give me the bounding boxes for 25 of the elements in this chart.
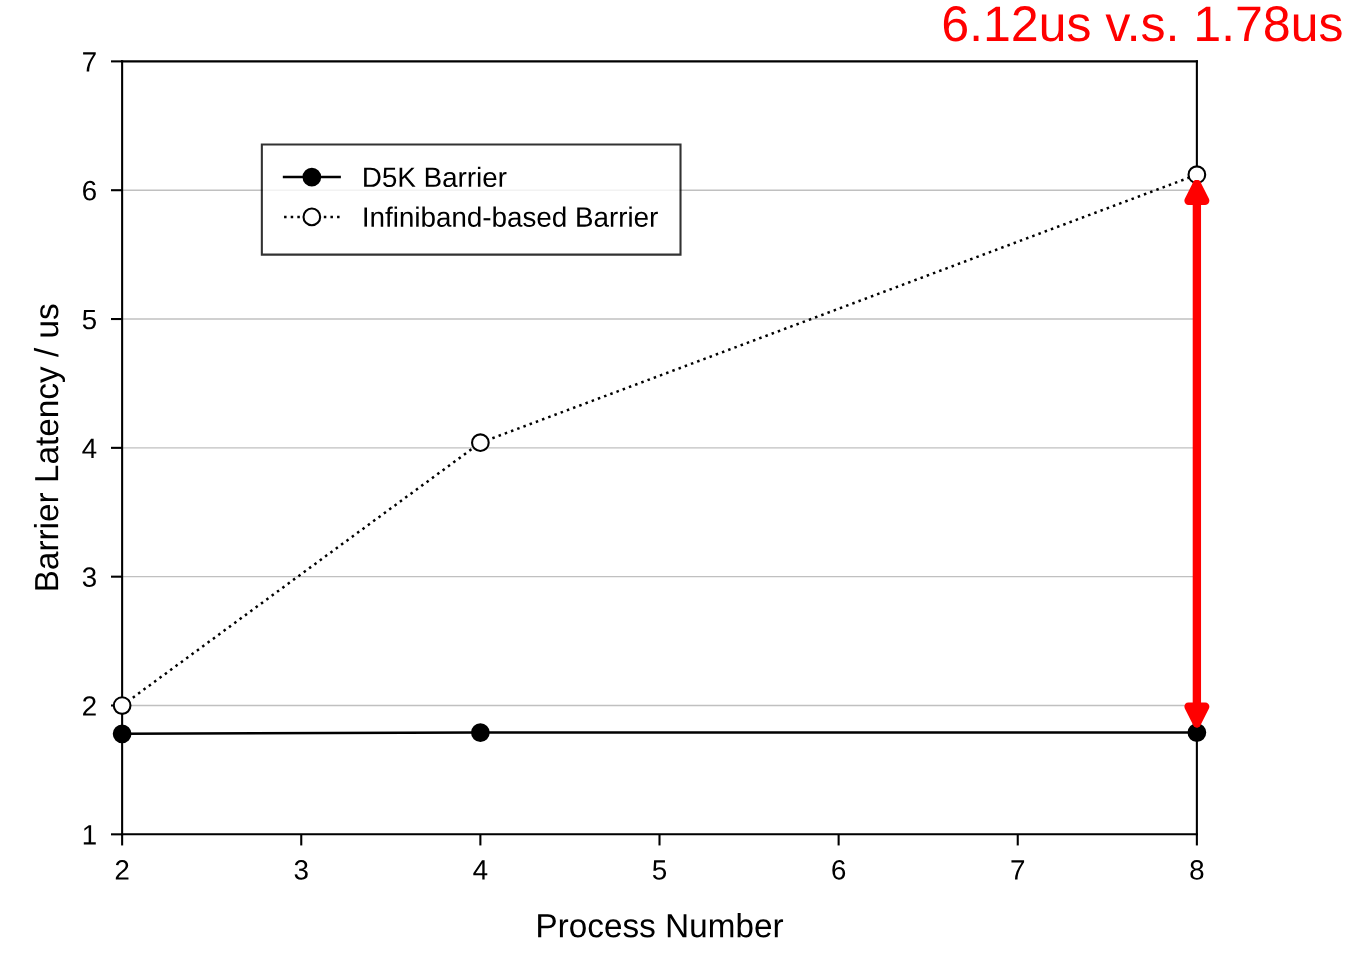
y-tick-label: 4 xyxy=(82,438,97,458)
x-tick-label: 4 xyxy=(473,860,488,880)
point xyxy=(1187,165,1207,185)
x-tick-label: 6 xyxy=(832,860,846,880)
x-tick-label: 5 xyxy=(652,860,667,880)
point xyxy=(471,433,490,453)
y-tick-label: 2 xyxy=(83,696,96,716)
legend-label: Infiniband-based Barrier xyxy=(364,206,658,227)
y-tick-label: 3 xyxy=(82,567,96,588)
point xyxy=(112,696,132,715)
x-tick-label: 8 xyxy=(1190,860,1204,880)
x-tick-label: 2 xyxy=(115,860,129,880)
text: 6.12us v.s. 1.78us xyxy=(943,6,1342,42)
y-axis-title: Barrier Latency / us xyxy=(33,304,66,590)
x-axis-title: Process Number xyxy=(538,913,784,938)
y-tick-label: 6 xyxy=(83,180,96,201)
point xyxy=(471,723,490,742)
x-tick-label: 7 xyxy=(1011,860,1025,880)
y-tick-label: 7 xyxy=(83,52,96,72)
x-tick-label: 3 xyxy=(294,860,308,880)
legend-label: D5K Barrier xyxy=(364,166,507,188)
point xyxy=(112,724,132,744)
y-tick-label: 1 xyxy=(83,825,96,845)
y-tick-label: 5 xyxy=(82,309,96,330)
point xyxy=(1187,723,1207,742)
